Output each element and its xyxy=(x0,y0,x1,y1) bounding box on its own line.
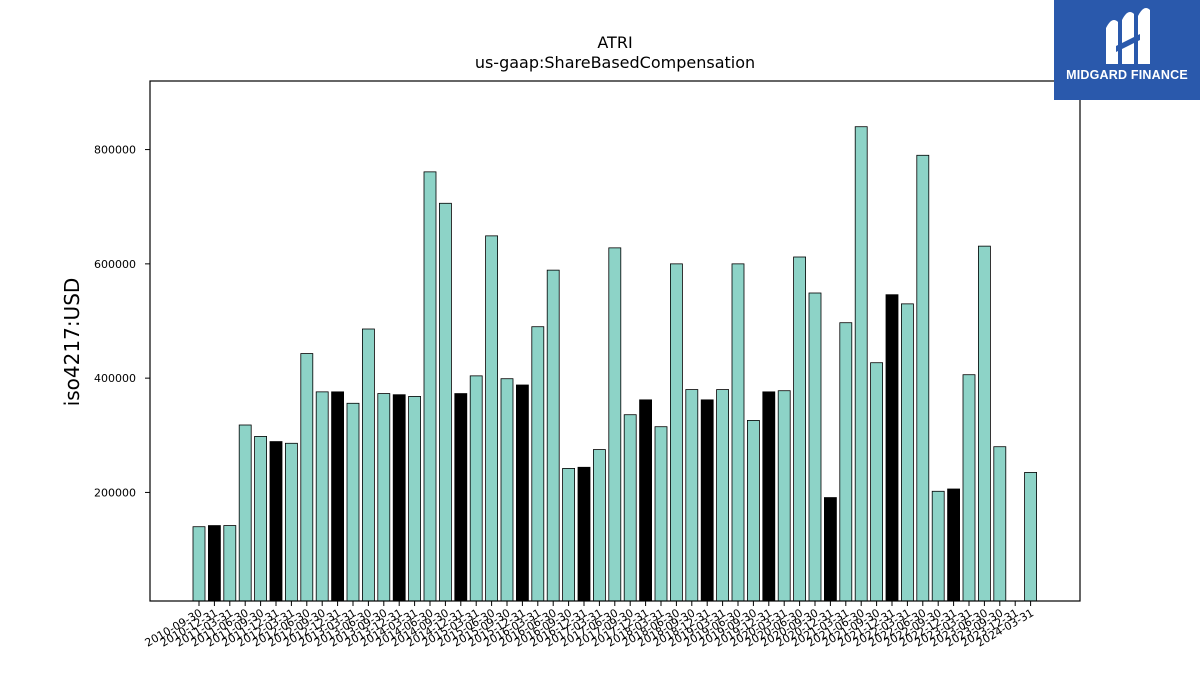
bar-2018-03-31 xyxy=(654,426,668,602)
bar-2013-12-31 xyxy=(392,394,406,602)
bar-2019-03-31 xyxy=(716,389,729,602)
bar-2016-09-30 xyxy=(562,468,575,602)
bar-2015-06-30 xyxy=(485,235,499,602)
bar-2022-03-31 xyxy=(901,303,914,602)
bar-2017-06-30 xyxy=(608,247,622,602)
bar-2016-03-31 xyxy=(531,326,545,602)
bar-2016-12-31 xyxy=(577,466,591,602)
y-tick-label: 800000 xyxy=(94,144,136,157)
bar-2014-09-30 xyxy=(438,202,452,602)
bar-2014-12-31 xyxy=(454,393,468,602)
midgard-m-logo-icon xyxy=(1106,8,1150,64)
bar-2015-09-30 xyxy=(500,378,514,602)
bars-group xyxy=(192,126,1037,602)
chart-subtitle: us-gaap:ShareBasedCompensation xyxy=(475,53,755,72)
bar-2018-12-31 xyxy=(700,399,714,602)
bar-2020-12-31 xyxy=(824,497,837,602)
bar-2013-09-30 xyxy=(377,393,391,602)
bar-2024-03-31 xyxy=(1024,472,1037,602)
x-axis: 2010-09-302010-12-312011-03-312011-06-30… xyxy=(143,601,1036,650)
bar-2017-09-30 xyxy=(623,414,637,602)
bar-2019-12-31 xyxy=(762,391,776,602)
bar-2021-12-31 xyxy=(885,294,899,602)
bar-2021-06-30 xyxy=(854,126,868,602)
bar-2017-12-31 xyxy=(639,399,652,602)
bar-2010-12-31 xyxy=(207,525,221,602)
bar-2011-09-30 xyxy=(254,436,268,602)
y-tick-label: 600000 xyxy=(94,258,136,271)
bar-2011-12-31 xyxy=(269,441,283,602)
bar-2022-06-30 xyxy=(916,154,930,602)
brand-name: MIDGARD FINANCE xyxy=(1066,68,1188,82)
bar-2022-12-31 xyxy=(947,488,960,602)
bar-2021-03-31 xyxy=(839,322,853,602)
y-axis-label: iso4217:USD xyxy=(60,278,84,407)
bar-2020-06-30 xyxy=(793,256,806,602)
plot-frame xyxy=(149,80,1081,602)
bar-2019-06-30 xyxy=(731,263,745,602)
brand-logo: MIDGARD FINANCE xyxy=(1054,0,1200,100)
bar-2014-06-30 xyxy=(423,171,437,602)
bar-2016-06-30 xyxy=(546,269,560,602)
bar-2012-06-30 xyxy=(300,353,314,602)
chart-title: ATRI xyxy=(597,33,632,52)
bar-2012-03-31 xyxy=(284,442,298,602)
bar-2014-03-31 xyxy=(408,396,422,602)
bar-2010-09-30 xyxy=(192,526,206,602)
bar-2022-09-30 xyxy=(931,490,945,602)
bar-2017-03-31 xyxy=(593,449,606,602)
bar-2021-09-30 xyxy=(870,362,883,602)
bar-2013-03-31 xyxy=(346,402,360,602)
y-tick-label: 400000 xyxy=(94,372,136,385)
bar-2012-09-30 xyxy=(315,391,329,602)
bar-2018-06-30 xyxy=(670,263,683,602)
bar-2023-06-30 xyxy=(978,245,991,602)
bar-2018-09-30 xyxy=(685,389,699,602)
bar-2011-06-30 xyxy=(238,424,252,602)
bar-2023-03-31 xyxy=(962,374,976,602)
bar-2015-03-31 xyxy=(469,375,483,602)
y-axis: 200000 400000 600000 800000 xyxy=(94,144,150,499)
bar-2011-03-31 xyxy=(223,525,237,602)
bar-2020-09-30 xyxy=(808,292,822,602)
bar-2012-12-31 xyxy=(331,391,345,602)
bar-2019-09-30 xyxy=(747,420,760,602)
bar-2013-06-30 xyxy=(361,328,375,602)
bar-2023-09-30 xyxy=(993,446,1007,602)
bar-2020-03-31 xyxy=(777,390,791,602)
bar-2015-12-31 xyxy=(516,384,529,602)
y-tick-label: 200000 xyxy=(94,486,136,499)
